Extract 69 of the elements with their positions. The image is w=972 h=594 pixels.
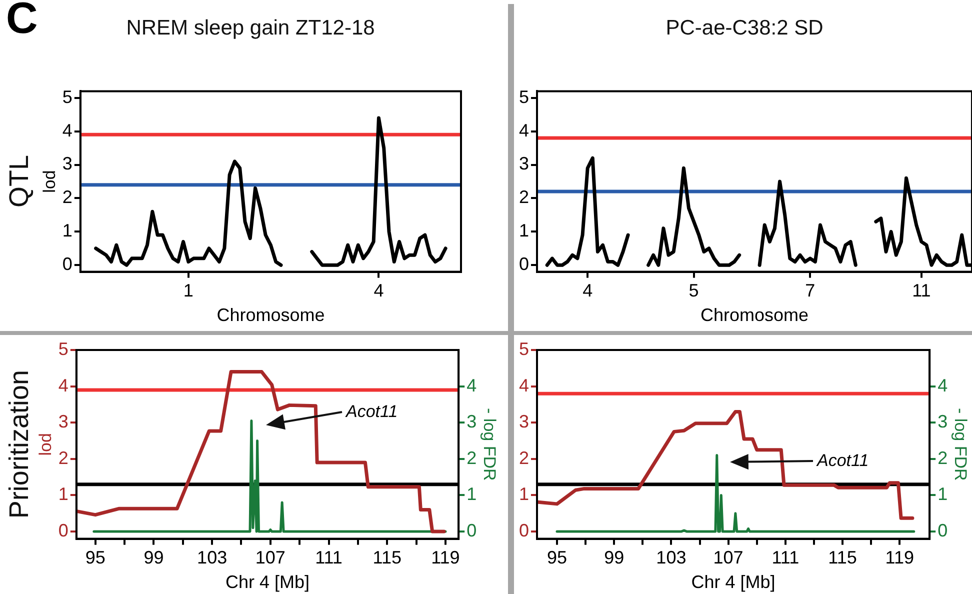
y2-tick-label: 4 xyxy=(466,375,477,396)
y-tick-label: 1 xyxy=(58,484,68,504)
text: QTL xyxy=(4,155,35,208)
y2-tick-label: 1 xyxy=(466,484,477,504)
y-tick-label: 5 xyxy=(58,338,68,359)
x-axis-title: Chromosome xyxy=(700,305,809,326)
x-tick-label: 99 xyxy=(144,548,164,568)
y-tick-label: 1 xyxy=(518,220,530,241)
x-tick-label: 119 xyxy=(431,548,460,568)
y2-tick-label: 0 xyxy=(938,520,948,541)
y2-tick-label: 1 xyxy=(938,484,948,504)
y-axis-title: lod xyxy=(40,170,59,193)
annotation: Acot11 xyxy=(817,451,869,471)
y-axis-title: lod xyxy=(36,433,55,456)
x-tick-label: 95 xyxy=(546,548,568,568)
y-tick-label: 3 xyxy=(58,412,68,432)
y-tick-label: 0 xyxy=(518,254,530,274)
y-tick-label: 2 xyxy=(518,448,530,468)
x-tick-label: 5 xyxy=(688,280,699,301)
x-tick-label: 1 xyxy=(183,280,194,301)
x-tick-label: 115 xyxy=(372,548,402,568)
y-tick-label: 1 xyxy=(518,484,530,504)
y2-tick-label: 3 xyxy=(466,412,477,432)
y-tick-label: 2 xyxy=(518,187,530,208)
y2-tick-label: 2 xyxy=(466,448,477,468)
x-tick-label: 107 xyxy=(255,548,286,568)
y2-axis-title: - log FDR xyxy=(480,408,500,481)
chart-title: NREM sleep gain ZT12-18 xyxy=(126,16,375,40)
x-tick-label: 11 xyxy=(912,280,931,301)
y-tick-label: 1 xyxy=(62,220,72,241)
x-tick-label: 119 xyxy=(885,548,914,568)
y2-tick-label: 0 xyxy=(466,520,477,541)
x-tick-label: 111 xyxy=(772,548,800,568)
y-tick-label: 3 xyxy=(62,154,72,174)
y-tick-label: 4 xyxy=(518,375,530,396)
y2-tick-label: 3 xyxy=(938,412,948,432)
x-axis-title: Chr 4 [Mb] xyxy=(225,572,310,592)
text: Prioritization xyxy=(4,370,35,518)
x-tick-label: 103 xyxy=(656,548,686,568)
y2-tick-label: 4 xyxy=(938,375,948,396)
x-tick-label: 4 xyxy=(374,280,384,301)
y-tick-label: 4 xyxy=(62,120,72,140)
x-tick-label: 103 xyxy=(197,548,228,568)
annotation: Acot11 xyxy=(346,402,398,422)
y2-axis-title: - log FDR xyxy=(951,408,970,481)
y-tick-label: 5 xyxy=(518,86,530,107)
y-tick-label: 2 xyxy=(62,187,72,208)
y-tick-label: 2 xyxy=(58,448,68,468)
x-tick-label: 111 xyxy=(315,548,342,568)
y-tick-label: 3 xyxy=(518,154,530,174)
y-tick-label: 4 xyxy=(58,375,68,396)
y-tick-label: 5 xyxy=(62,86,72,107)
y2-tick-label: 2 xyxy=(938,448,948,468)
y-tick-label: 4 xyxy=(518,120,530,140)
x-tick-label: 7 xyxy=(805,280,816,301)
x-tick-label: 99 xyxy=(604,548,624,568)
y-tick-label: 5 xyxy=(518,338,530,359)
y-tick-label: 3 xyxy=(518,412,530,432)
x-tick-label: 115 xyxy=(828,548,857,568)
y-tick-label: 0 xyxy=(58,520,68,541)
x-axis-title: Chromosome xyxy=(216,305,325,326)
x-tick-label: 95 xyxy=(85,548,106,568)
x-axis-title: Chr 4 [Mb] xyxy=(691,572,776,592)
x-tick-label: 107 xyxy=(713,548,744,568)
y-tick-label: 0 xyxy=(62,254,72,274)
y-tick-label: 0 xyxy=(518,520,530,541)
x-tick-label: 4 xyxy=(582,280,593,301)
chart-title: PC-ae-C38:2 SD xyxy=(666,16,824,40)
text: C xyxy=(6,0,38,44)
